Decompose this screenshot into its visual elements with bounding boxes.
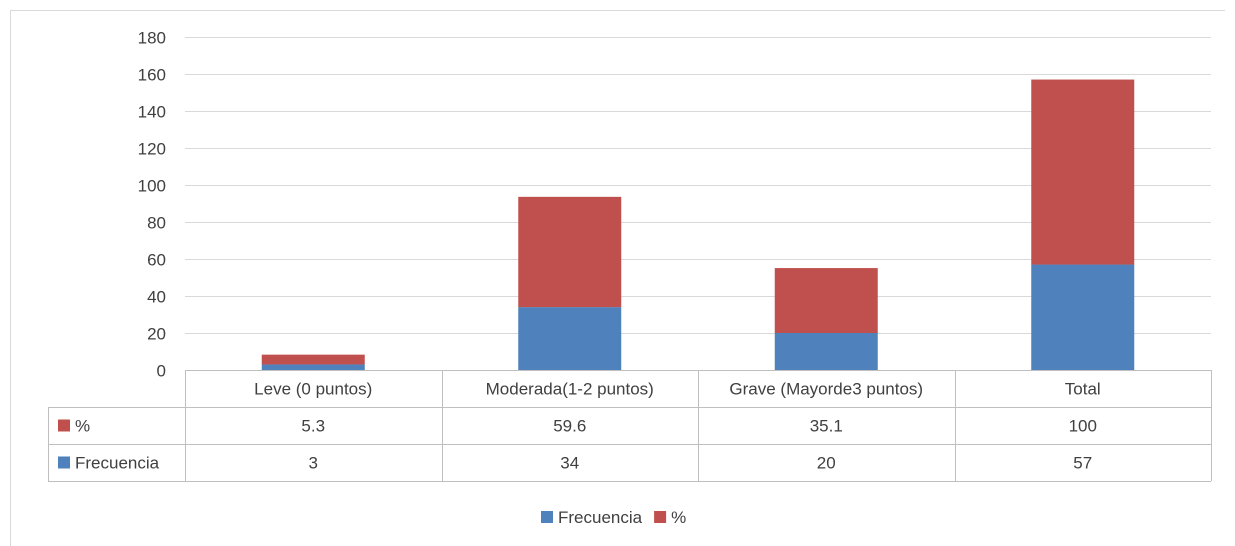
category-label: Total bbox=[1065, 380, 1101, 399]
legend-label: Frecuencia bbox=[558, 508, 643, 527]
table-cell: 35.1 bbox=[810, 417, 843, 436]
y-tick-label: 20 bbox=[147, 325, 166, 344]
table-cell: 3 bbox=[309, 454, 318, 473]
y-tick-label: 140 bbox=[138, 103, 166, 122]
table-cell: 20 bbox=[817, 454, 836, 473]
gridlines bbox=[185, 37, 1211, 334]
table-cell: 57 bbox=[1073, 454, 1092, 473]
table-row-header: % bbox=[75, 417, 90, 436]
legend: Frecuencia% bbox=[541, 508, 686, 527]
y-tick-label: 120 bbox=[138, 140, 166, 159]
y-axis-ticks: 0 20 40 60 80 100 120 140 160 180 bbox=[138, 29, 166, 381]
legend-key bbox=[654, 511, 667, 523]
bar--segment bbox=[774, 268, 878, 333]
bar-frecuencia-segment bbox=[261, 364, 365, 370]
category-label: Leve (0 puntos) bbox=[254, 380, 372, 399]
category-label: Moderada(1-2 puntos) bbox=[486, 380, 654, 399]
bar-frecuencia-segment bbox=[1031, 264, 1135, 370]
y-tick-label: 0 bbox=[157, 362, 166, 381]
table-cell: 59.6 bbox=[553, 417, 586, 436]
table-row-header: Frecuencia bbox=[75, 454, 160, 473]
y-tick-label: 180 bbox=[138, 29, 166, 48]
table-cell: 5.3 bbox=[301, 417, 325, 436]
table-legend-key bbox=[58, 456, 70, 469]
table-cell: 100 bbox=[1069, 417, 1097, 436]
legend-key bbox=[541, 511, 553, 523]
bar--segment bbox=[261, 354, 365, 365]
y-tick-label: 100 bbox=[138, 177, 166, 196]
legend-label: % bbox=[671, 508, 686, 527]
y-tick-label: 80 bbox=[147, 214, 166, 233]
table-cell: 34 bbox=[560, 454, 579, 473]
y-tick-label: 160 bbox=[138, 66, 166, 85]
bar-frecuencia-segment bbox=[518, 307, 622, 370]
y-tick-label: 40 bbox=[147, 288, 166, 307]
table-legend-key bbox=[58, 419, 70, 432]
bar--segment bbox=[518, 196, 622, 308]
bar--segment bbox=[1031, 79, 1135, 265]
bar-frecuencia-segment bbox=[774, 333, 878, 370]
data-table: Leve (0 puntos) Moderada(1-2 puntos) Grave… bbox=[48, 370, 1212, 482]
bars bbox=[261, 79, 1135, 370]
y-tick-label: 60 bbox=[147, 251, 166, 270]
category-label: Grave (Mayorde3 puntos) bbox=[729, 380, 923, 399]
